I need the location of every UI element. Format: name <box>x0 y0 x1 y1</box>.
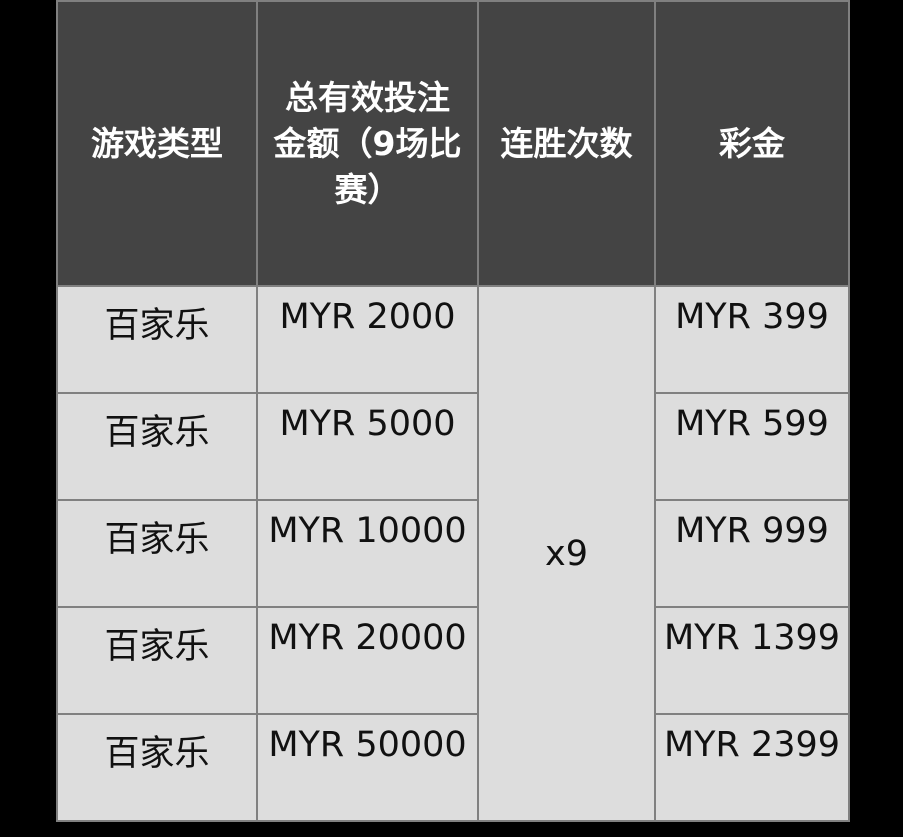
cell-bet: MYR 5000 <box>256 392 479 501</box>
cell-bet: MYR 10000 <box>256 499 479 608</box>
cell-game: 百家乐 <box>56 606 258 715</box>
cell-bet: MYR 2000 <box>256 285 479 394</box>
table-row: 百家乐 MYR 20000 MYR 1399 <box>56 606 850 715</box>
table-row: 百家乐 MYR 2000 x9 MYR 399 <box>56 285 850 822</box>
table-row: 百家乐 MYR 50000 MYR 2399 <box>56 713 850 822</box>
cell-game: 百家乐 <box>56 285 258 394</box>
cell-bonus: MYR 2399 <box>654 713 850 822</box>
table-row: 百家乐 MYR 10000 MYR 999 <box>56 499 850 608</box>
cell-bonus: MYR 999 <box>654 499 850 608</box>
cell-bonus: MYR 399 <box>654 285 850 394</box>
cell-streak: x9 <box>477 285 656 822</box>
header-row: 游戏类型 总有效投注金额（9场比赛） 连胜次数 彩金 <box>56 0 850 287</box>
cell-bonus: MYR 1399 <box>654 606 850 715</box>
cell-game: 百家乐 <box>56 499 258 608</box>
cell-bonus: MYR 599 <box>654 392 850 501</box>
cell-bet: MYR 50000 <box>256 713 479 822</box>
header-total-bet: 总有效投注金额（9场比赛） <box>256 0 479 287</box>
cell-game: 百家乐 <box>56 392 258 501</box>
header-streak: 连胜次数 <box>477 0 656 287</box>
cell-bet: MYR 20000 <box>256 606 479 715</box>
table-row: 百家乐 MYR 5000 MYR 599 <box>56 392 850 501</box>
cell-game: 百家乐 <box>56 713 258 822</box>
bonus-table: 游戏类型 总有效投注金额（9场比赛） 连胜次数 彩金 百家乐 MYR 2000 x… <box>56 0 850 822</box>
header-bonus: 彩金 <box>654 0 850 287</box>
header-game-type: 游戏类型 <box>56 0 258 287</box>
